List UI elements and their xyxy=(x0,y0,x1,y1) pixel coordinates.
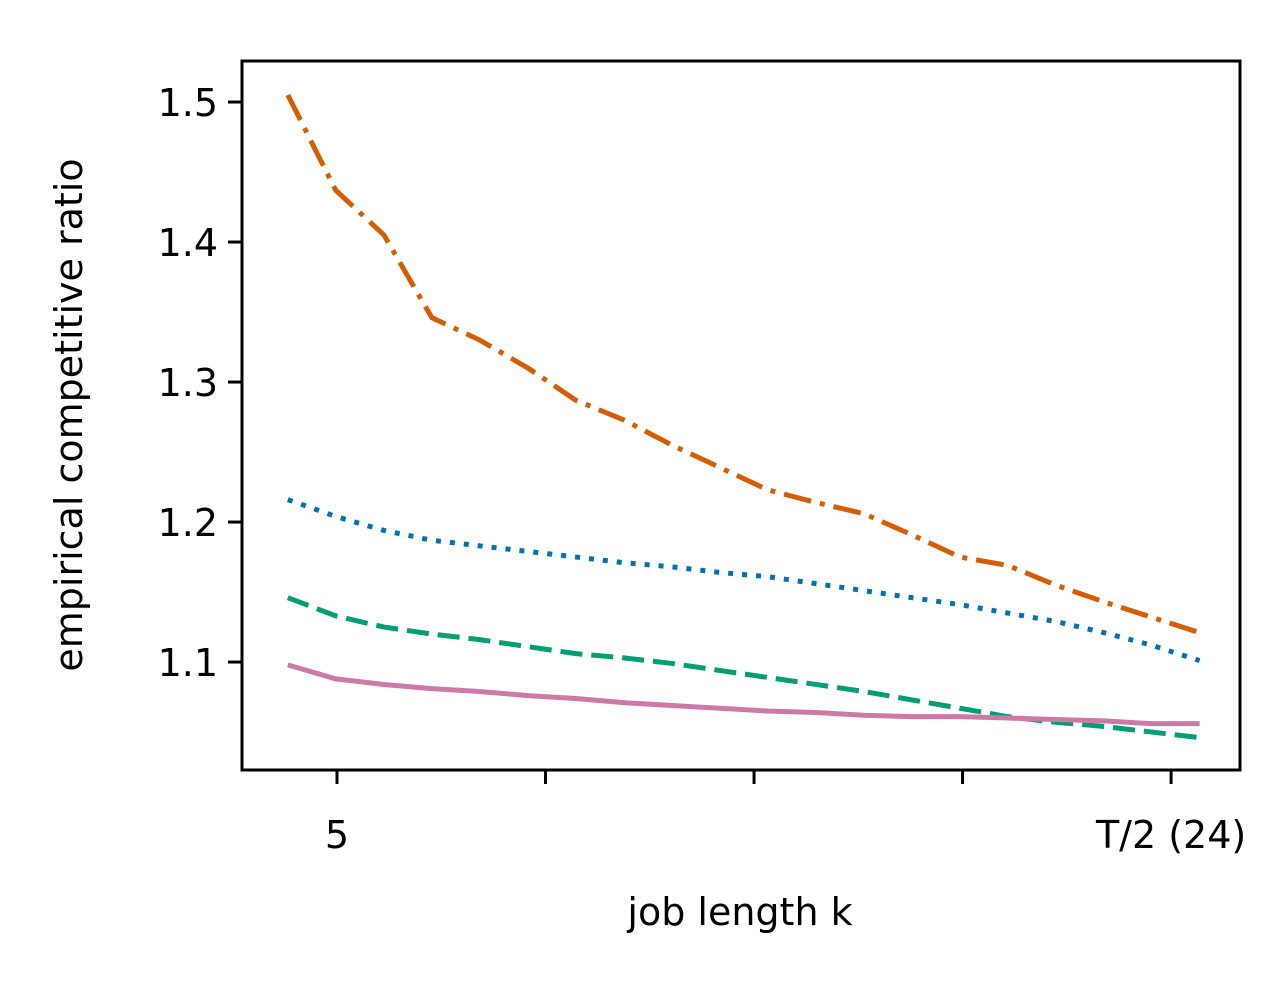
y-tick-label: 1.1 xyxy=(158,641,218,685)
x-axis-label: job length k xyxy=(626,890,852,934)
x-tick-label: 5 xyxy=(325,813,349,857)
plot-frame xyxy=(240,59,1242,772)
x-tick-label: T/2 (24) xyxy=(1095,813,1246,857)
y-axis-label: empirical competitive ratio xyxy=(47,158,91,671)
y-tick-label: 1.5 xyxy=(158,81,218,125)
y-tick-label: 1.3 xyxy=(158,361,218,405)
series-line xyxy=(287,497,1201,664)
y-tick-label: 1.4 xyxy=(158,221,218,265)
series-line xyxy=(287,662,1200,727)
series-line xyxy=(285,93,1201,636)
y-tick-label: 1.2 xyxy=(158,501,218,545)
series-line xyxy=(286,595,1200,741)
